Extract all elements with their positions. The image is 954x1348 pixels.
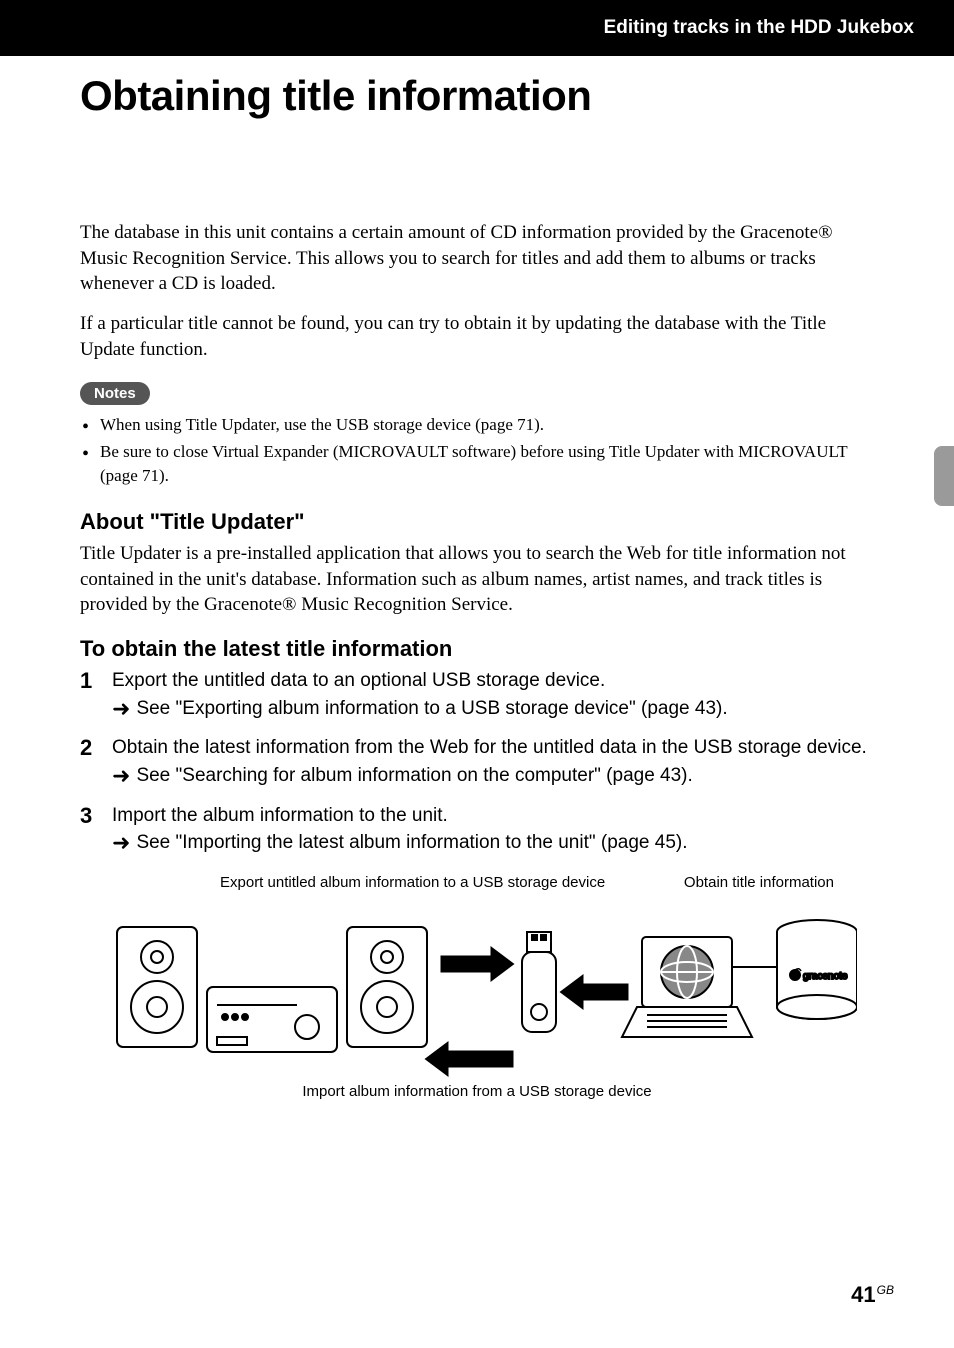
diagram-svg: gracenote (97, 897, 857, 1077)
header-bar: Editing tracks in the HDD Jukebox (0, 0, 954, 56)
step: 2 Obtain the latest information from the… (80, 735, 874, 788)
step: 3 Import the album information to the un… (80, 803, 874, 856)
gracenote-label: gracenote (803, 971, 848, 982)
page-number-suffix: GB (877, 1283, 894, 1297)
section-title: Editing tracks in the HDD Jukebox (604, 17, 914, 39)
notes-list: When using Title Updater, use the USB st… (80, 413, 874, 489)
step-number: 3 (80, 803, 98, 856)
diagram: Export untitled album information to a U… (80, 874, 874, 1100)
steps-list: 1 Export the untitled data to an optiona… (80, 668, 874, 856)
step-ref: See "Searching for album information on … (136, 763, 692, 789)
notes-item: When using Title Updater, use the USB st… (80, 413, 874, 438)
obtain-heading: To obtain the latest title information (80, 636, 874, 662)
page-number: 41GB (851, 1282, 894, 1308)
diagram-label-bottom: Import album information from a USB stor… (80, 1083, 874, 1100)
arrow-right-icon: ➜ (112, 832, 130, 854)
page-title: Obtaining title information (80, 72, 874, 120)
notes-item: Be sure to close Virtual Expander (MICRO… (80, 440, 874, 489)
intro-paragraph-1: The database in this unit contains a cer… (80, 220, 874, 297)
about-body: Title Updater is a pre-installed applica… (80, 541, 874, 618)
side-tab (934, 446, 954, 506)
intro-paragraph-2: If a particular title cannot be found, y… (80, 311, 874, 362)
arrow-right-icon: ➜ (112, 698, 130, 720)
step: 1 Export the untitled data to an optiona… (80, 668, 874, 721)
step-ref: See "Exporting album information to a US… (136, 696, 727, 722)
about-heading: About "Title Updater" (80, 509, 874, 535)
step-number: 2 (80, 735, 98, 788)
step-text: Obtain the latest information from the W… (112, 735, 867, 761)
diagram-label-top-left: Export untitled album information to a U… (220, 874, 605, 891)
page-number-value: 41 (851, 1282, 875, 1307)
diagram-label-top-right: Obtain title information (684, 874, 834, 891)
step-number: 1 (80, 668, 98, 721)
notes-badge: Notes (80, 382, 150, 405)
step-text: Import the album information to the unit… (112, 803, 688, 829)
arrow-right-icon: ➜ (112, 765, 130, 787)
step-ref: See "Importing the latest album informat… (136, 830, 687, 856)
step-text: Export the untitled data to an optional … (112, 668, 728, 694)
